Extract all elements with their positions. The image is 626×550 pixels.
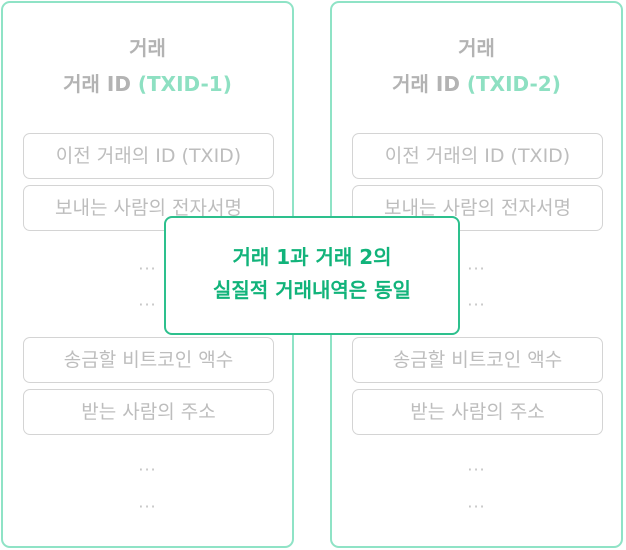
ellipsis: ··· xyxy=(138,497,157,516)
txid-label: (TXID-1) xyxy=(137,72,232,96)
field-amount: 송금할 비트코인 액수 xyxy=(23,337,274,383)
field-prev-txid: 이전 거래의 ID (TXID) xyxy=(352,133,603,179)
field-recipient-address: 받는 사람의 주소 xyxy=(352,389,603,435)
txid-label: (TXID-2) xyxy=(466,72,561,96)
card-id-prefix: 거래 ID xyxy=(392,72,467,96)
ellipsis: ··· xyxy=(467,460,486,479)
ellipsis: ··· xyxy=(138,259,157,278)
card-id-prefix: 거래 ID xyxy=(63,72,138,96)
field-sender-signature: 보내는 사람의 전자서명 xyxy=(23,185,274,231)
field-amount: 송금할 비트코인 액수 xyxy=(352,337,603,383)
ellipsis: ··· xyxy=(467,259,486,278)
card-id-line: 거래 ID (TXID-1) xyxy=(3,72,292,96)
ellipsis: ··· xyxy=(138,295,157,314)
card-title: 거래 xyxy=(458,36,495,60)
card-id-line: 거래 ID (TXID-2) xyxy=(332,72,621,96)
field-prev-txid: 이전 거래의 ID (TXID) xyxy=(23,133,274,179)
callout-line-1: 거래 1과 거래 2의 xyxy=(232,245,392,269)
field-recipient-address: 받는 사람의 주소 xyxy=(23,389,274,435)
ellipsis: ··· xyxy=(467,497,486,516)
card-title: 거래 xyxy=(129,36,166,60)
callout-box: 거래 1과 거래 2의 실질적 거래내역은 동일 xyxy=(164,216,460,335)
ellipsis: ··· xyxy=(138,460,157,479)
callout-line-2: 실질적 거래내역은 동일 xyxy=(213,278,411,302)
ellipsis: ··· xyxy=(467,295,486,314)
